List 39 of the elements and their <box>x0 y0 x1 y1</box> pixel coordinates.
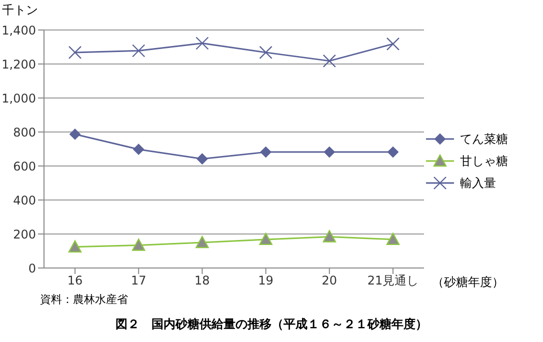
point <box>196 153 208 164</box>
x-tick-label: 19 <box>258 274 274 288</box>
legend-label: てん菜糖 <box>460 130 508 148</box>
y-tick-label: 200 <box>13 227 36 242</box>
point <box>133 144 144 155</box>
x-axis-title: （砂糖年度） <box>432 274 504 291</box>
point <box>388 146 398 158</box>
point <box>322 230 336 242</box>
legend-label: 甘しゃ糖 <box>460 152 508 170</box>
point <box>68 240 82 253</box>
y-tick-label: 1,000 <box>2 91 36 106</box>
point <box>324 146 335 158</box>
text: 図２ 国内砂糖供給量の推移（平成１６～２１砂糖年度） <box>114 316 428 333</box>
x-tick-label: 17 <box>130 274 146 288</box>
point <box>259 46 272 60</box>
y-tick-label: 800 <box>13 125 36 140</box>
y-tick-label: 0 <box>28 261 36 276</box>
x-tick-label: 21見通し <box>367 274 419 288</box>
point <box>322 54 336 68</box>
point <box>132 44 146 58</box>
point <box>260 146 272 158</box>
text: 資料：農林水産省 <box>40 292 128 307</box>
point <box>386 37 400 51</box>
x-tick-label: 20 <box>322 274 338 288</box>
y-axis-title: 千トン <box>2 2 38 19</box>
x-tick-label: 18 <box>194 274 210 288</box>
point <box>196 36 209 50</box>
point <box>70 128 80 140</box>
y-tick-label: 1,200 <box>2 57 36 72</box>
point <box>196 236 209 248</box>
y-tick-label: 400 <box>13 193 36 208</box>
point <box>259 232 272 246</box>
point <box>132 238 146 251</box>
legend-label: 輸入量 <box>460 174 496 192</box>
point <box>68 46 82 60</box>
y-tick-label: 1,400 <box>2 23 36 38</box>
point <box>386 232 400 246</box>
x-tick-label: 16 <box>67 274 83 288</box>
y-tick-label: 600 <box>13 159 36 174</box>
